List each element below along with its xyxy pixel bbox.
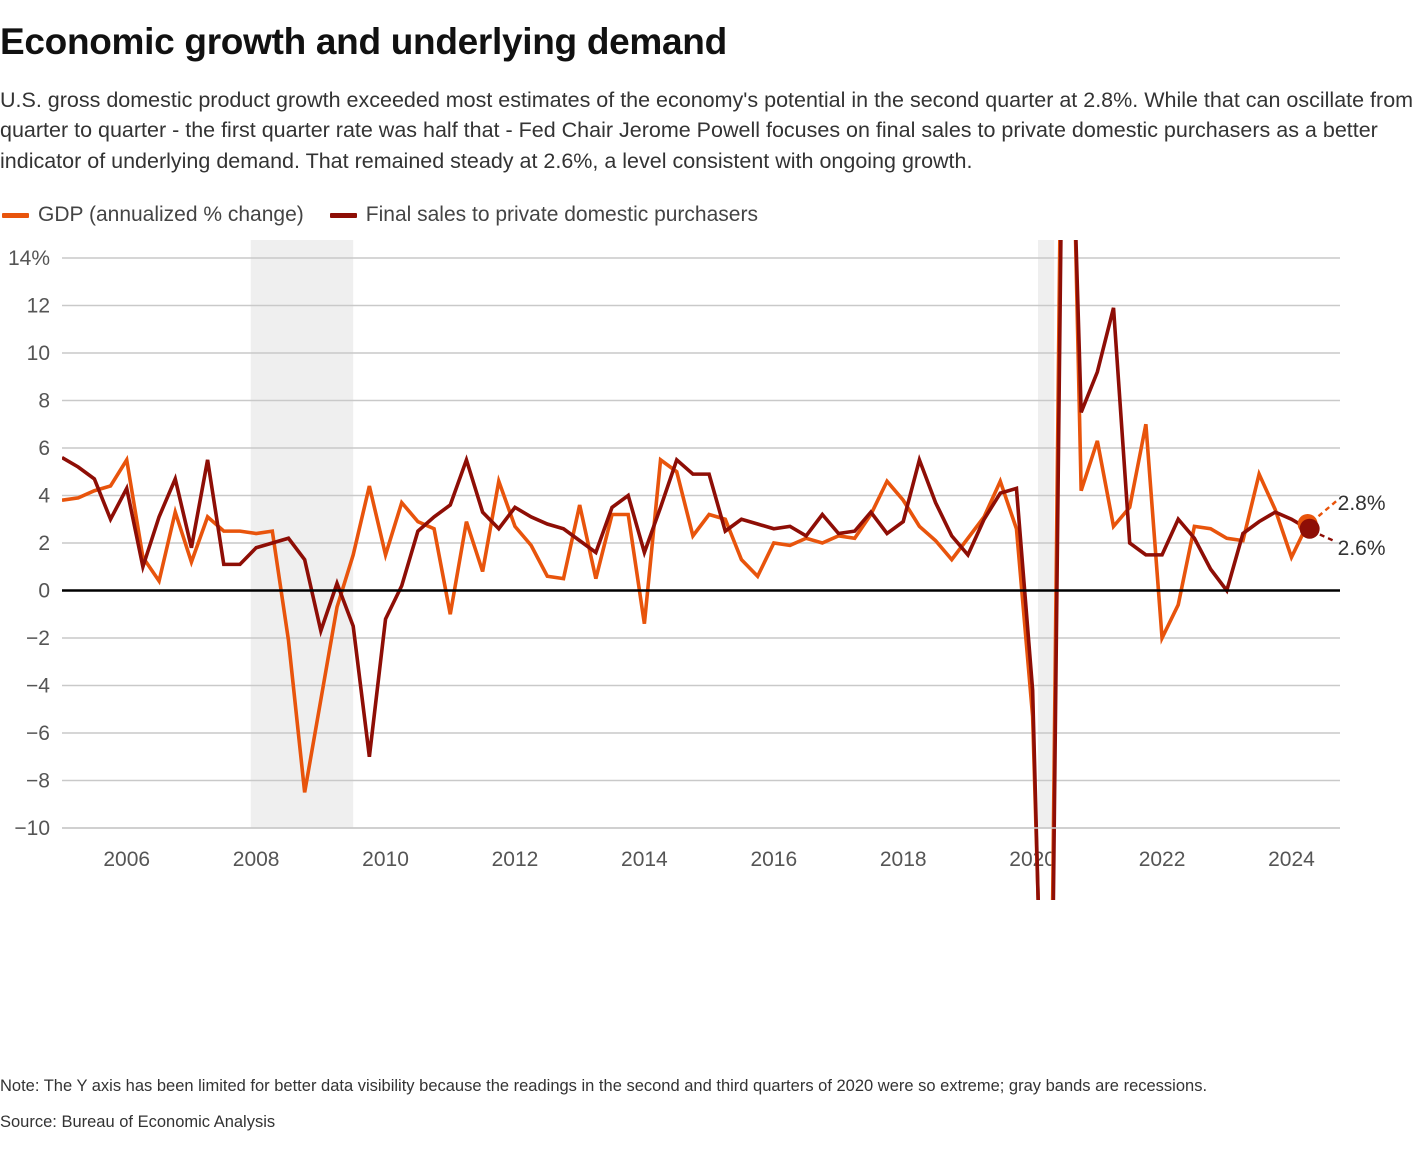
legend-label-gdp: GDP (annualized % change)	[38, 203, 304, 227]
chart-page: Economic growth and underlying demand U.…	[0, 21, 1420, 1172]
series-line-gdp	[62, 240, 1310, 901]
y-tick-label: 8	[38, 390, 50, 413]
x-tick-label: 2014	[621, 848, 668, 871]
y-tick-label: 4	[38, 485, 50, 508]
x-tick-label: 2024	[1268, 848, 1315, 871]
x-tick-label: 2018	[880, 848, 927, 871]
annotation-labels: 2.8% 2.6%	[1338, 492, 1386, 560]
y-tick-label: 6	[38, 437, 50, 460]
series-line-final-sales	[62, 240, 1309, 901]
recession-bands	[250, 240, 1055, 829]
annotation-final-sales-value: 2.6%	[1338, 537, 1386, 560]
y-tick-label: −6	[26, 722, 50, 745]
x-tick-label: 2022	[1139, 848, 1186, 871]
y-tick-label: 12	[27, 295, 50, 318]
x-tick-label: 2020	[1009, 848, 1056, 871]
x-tick-label: 2016	[750, 848, 797, 871]
y-tick-label: −10	[14, 817, 50, 840]
chart-source: Source: Bureau of Economic Analysis	[0, 1112, 276, 1131]
legend-item-final-sales[interactable]: Final sales to private domestic purchase…	[329, 203, 758, 227]
legend-swatch-final-sales	[329, 212, 357, 218]
chart-footer: Note: The Y axis has been limited for be…	[0, 1074, 1420, 1132]
page-subtitle: U.S. gross domestic product growth excee…	[0, 87, 1414, 173]
x-axis-tick-labels: 2006 2008 2010 2012 2014 2016 2018 2020 2022 2024	[103, 848, 1315, 871]
y-tick-label: 14%	[8, 247, 50, 270]
y-tick-label: 2	[38, 532, 50, 555]
endpoint-dot-final-sales	[1299, 518, 1320, 539]
chart-area: 14% 12 10 8 6 4 2 0 −2 −4 −6 −8 −10 2006 2008 2010 2012…	[0, 240, 1420, 901]
y-axis-tick-labels: 14% 12 10 8 6 4 2 0 −2 −4 −6 −8 −10	[8, 247, 50, 840]
y-tick-label: −8	[26, 770, 50, 793]
leader-line-gdp	[1310, 499, 1339, 524]
chart-note: Note: The Y axis has been limited for be…	[0, 1077, 1208, 1095]
y-tick-label: 10	[27, 342, 50, 365]
y-tick-label: −2	[26, 627, 50, 650]
legend-swatch-gdp	[2, 212, 29, 218]
series-lines	[62, 240, 1310, 901]
endpoint-markers	[1297, 499, 1339, 543]
recession-band-0	[250, 240, 354, 829]
chart-legend: GDP (annualized % change) Final sales to…	[2, 202, 1420, 228]
y-tick-label: 0	[38, 580, 50, 603]
page-title: Economic growth and underlying demand	[0, 21, 727, 62]
legend-label-final-sales: Final sales to private domestic purchase…	[365, 203, 758, 227]
annotation-gdp-value: 2.8%	[1338, 492, 1386, 515]
x-tick-label: 2012	[492, 848, 539, 871]
recession-band-1	[1038, 240, 1055, 829]
x-tick-label: 2008	[233, 848, 280, 871]
x-tick-label: 2010	[362, 848, 409, 871]
legend-item-gdp[interactable]: GDP (annualized % change)	[2, 203, 304, 227]
y-tick-label: −4	[26, 675, 50, 698]
x-tick-label: 2006	[103, 848, 150, 871]
line-chart: 14% 12 10 8 6 4 2 0 −2 −4 −6 −8 −10 2006 2008 2010 2012…	[8, 240, 1386, 901]
